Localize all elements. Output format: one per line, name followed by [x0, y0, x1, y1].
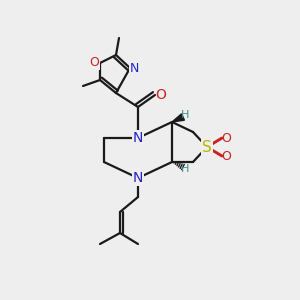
- Text: O: O: [221, 131, 231, 145]
- Polygon shape: [172, 114, 184, 122]
- Text: O: O: [89, 56, 99, 70]
- Text: O: O: [221, 149, 231, 163]
- Text: N: N: [129, 61, 139, 74]
- Text: H: H: [181, 164, 189, 174]
- Text: N: N: [133, 171, 143, 185]
- Text: O: O: [156, 88, 167, 102]
- Text: H: H: [181, 110, 189, 120]
- Text: N: N: [133, 131, 143, 145]
- Text: S: S: [202, 140, 212, 154]
